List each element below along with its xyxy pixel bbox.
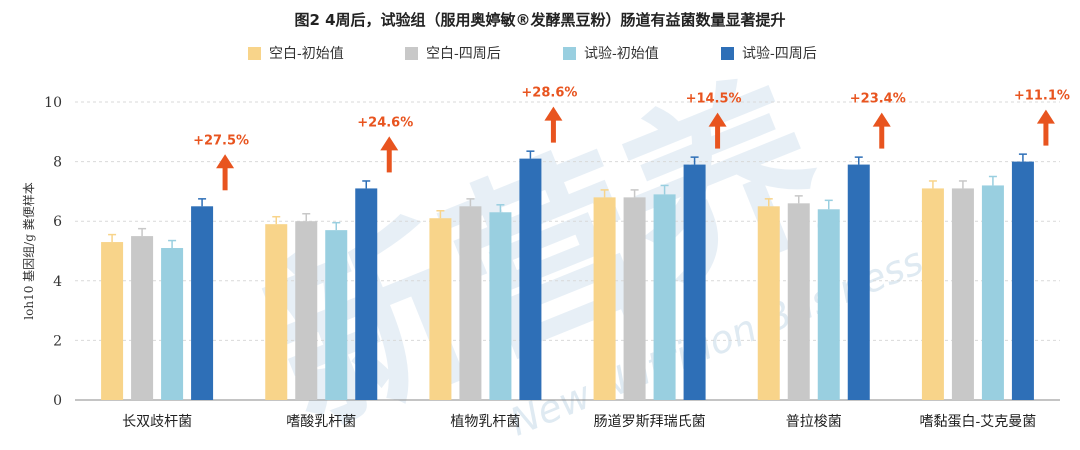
bar <box>653 194 676 400</box>
increase-label: +11.1% <box>1014 89 1070 104</box>
bar <box>787 203 810 400</box>
legend-swatch <box>721 46 734 60</box>
bar <box>683 164 706 400</box>
legend-swatch <box>563 46 576 60</box>
x-category-label: 肠道罗斯拜瑞氏菌 <box>594 414 706 430</box>
bar <box>593 197 616 400</box>
bar <box>161 248 184 400</box>
up-arrow-icon <box>872 112 891 127</box>
bar <box>1011 161 1034 400</box>
up-arrow-icon <box>380 136 399 151</box>
legend-item: 空白-四周后 <box>405 43 501 63</box>
legend-label: 试验-初始值 <box>584 46 659 62</box>
increase-label: +14.5% <box>686 92 742 107</box>
bar <box>921 188 944 400</box>
legend-item: 空白-初始值 <box>248 43 344 63</box>
bar <box>489 212 512 400</box>
up-arrow-icon <box>1036 109 1055 124</box>
bar <box>817 209 840 400</box>
increase-label: +27.5% <box>193 133 249 148</box>
bar <box>355 188 378 400</box>
x-category-label: 长双歧杆菌 <box>122 414 192 430</box>
bar <box>265 224 288 400</box>
y-tick-label: 4 <box>53 274 62 290</box>
up-arrow-icon <box>216 154 235 169</box>
bar <box>757 206 780 400</box>
increase-label: +28.6% <box>521 86 577 101</box>
chart-title: 图2 4周后，试验组（服用奥婷敏®发酵黑豆粉）肠道有益菌数量显著提升 <box>294 11 786 29</box>
bar <box>131 236 154 400</box>
y-tick-label: 8 <box>53 155 62 171</box>
bar <box>951 188 974 400</box>
legend-item: 试验-初始值 <box>563 43 659 63</box>
bar <box>191 206 214 400</box>
y-tick-label: 6 <box>53 214 62 230</box>
up-arrow-icon <box>544 106 563 121</box>
legend: 空白-初始值 空白-四周后 试验-初始值 试验-四周后 <box>0 43 1080 67</box>
legend-swatch <box>405 46 418 60</box>
y-tick-label: 10 <box>44 95 62 111</box>
bar <box>847 164 870 400</box>
increase-label: +24.6% <box>357 115 413 130</box>
x-category-label: 嗜黏蛋白-艾克曼菌 <box>920 414 1037 430</box>
increase-label: +23.4% <box>850 92 906 107</box>
legend-label: 空白-四周后 <box>426 46 501 62</box>
legend-item: 试验-四周后 <box>721 43 817 63</box>
bar <box>459 206 482 400</box>
bar <box>429 218 452 400</box>
bar <box>325 230 348 400</box>
bar <box>519 158 542 400</box>
bar <box>623 197 646 400</box>
legend-swatch <box>248 46 261 60</box>
x-category-label: 植物乳杆菌 <box>450 414 520 430</box>
legend-label: 试验-四周后 <box>742 46 817 62</box>
x-category-label: 普拉梭菌 <box>786 413 842 430</box>
up-arrow-icon <box>708 112 727 127</box>
y-tick-label: 0 <box>53 393 62 409</box>
x-category-label: 嗜酸乳杆菌 <box>286 414 356 430</box>
bar <box>295 221 318 400</box>
y-axis-label: loh10 基因组/g 粪便样本 <box>21 182 36 319</box>
y-tick-label: 2 <box>53 333 62 349</box>
bar <box>101 242 124 400</box>
bar <box>981 185 1004 400</box>
legend-label: 空白-初始值 <box>269 46 344 62</box>
